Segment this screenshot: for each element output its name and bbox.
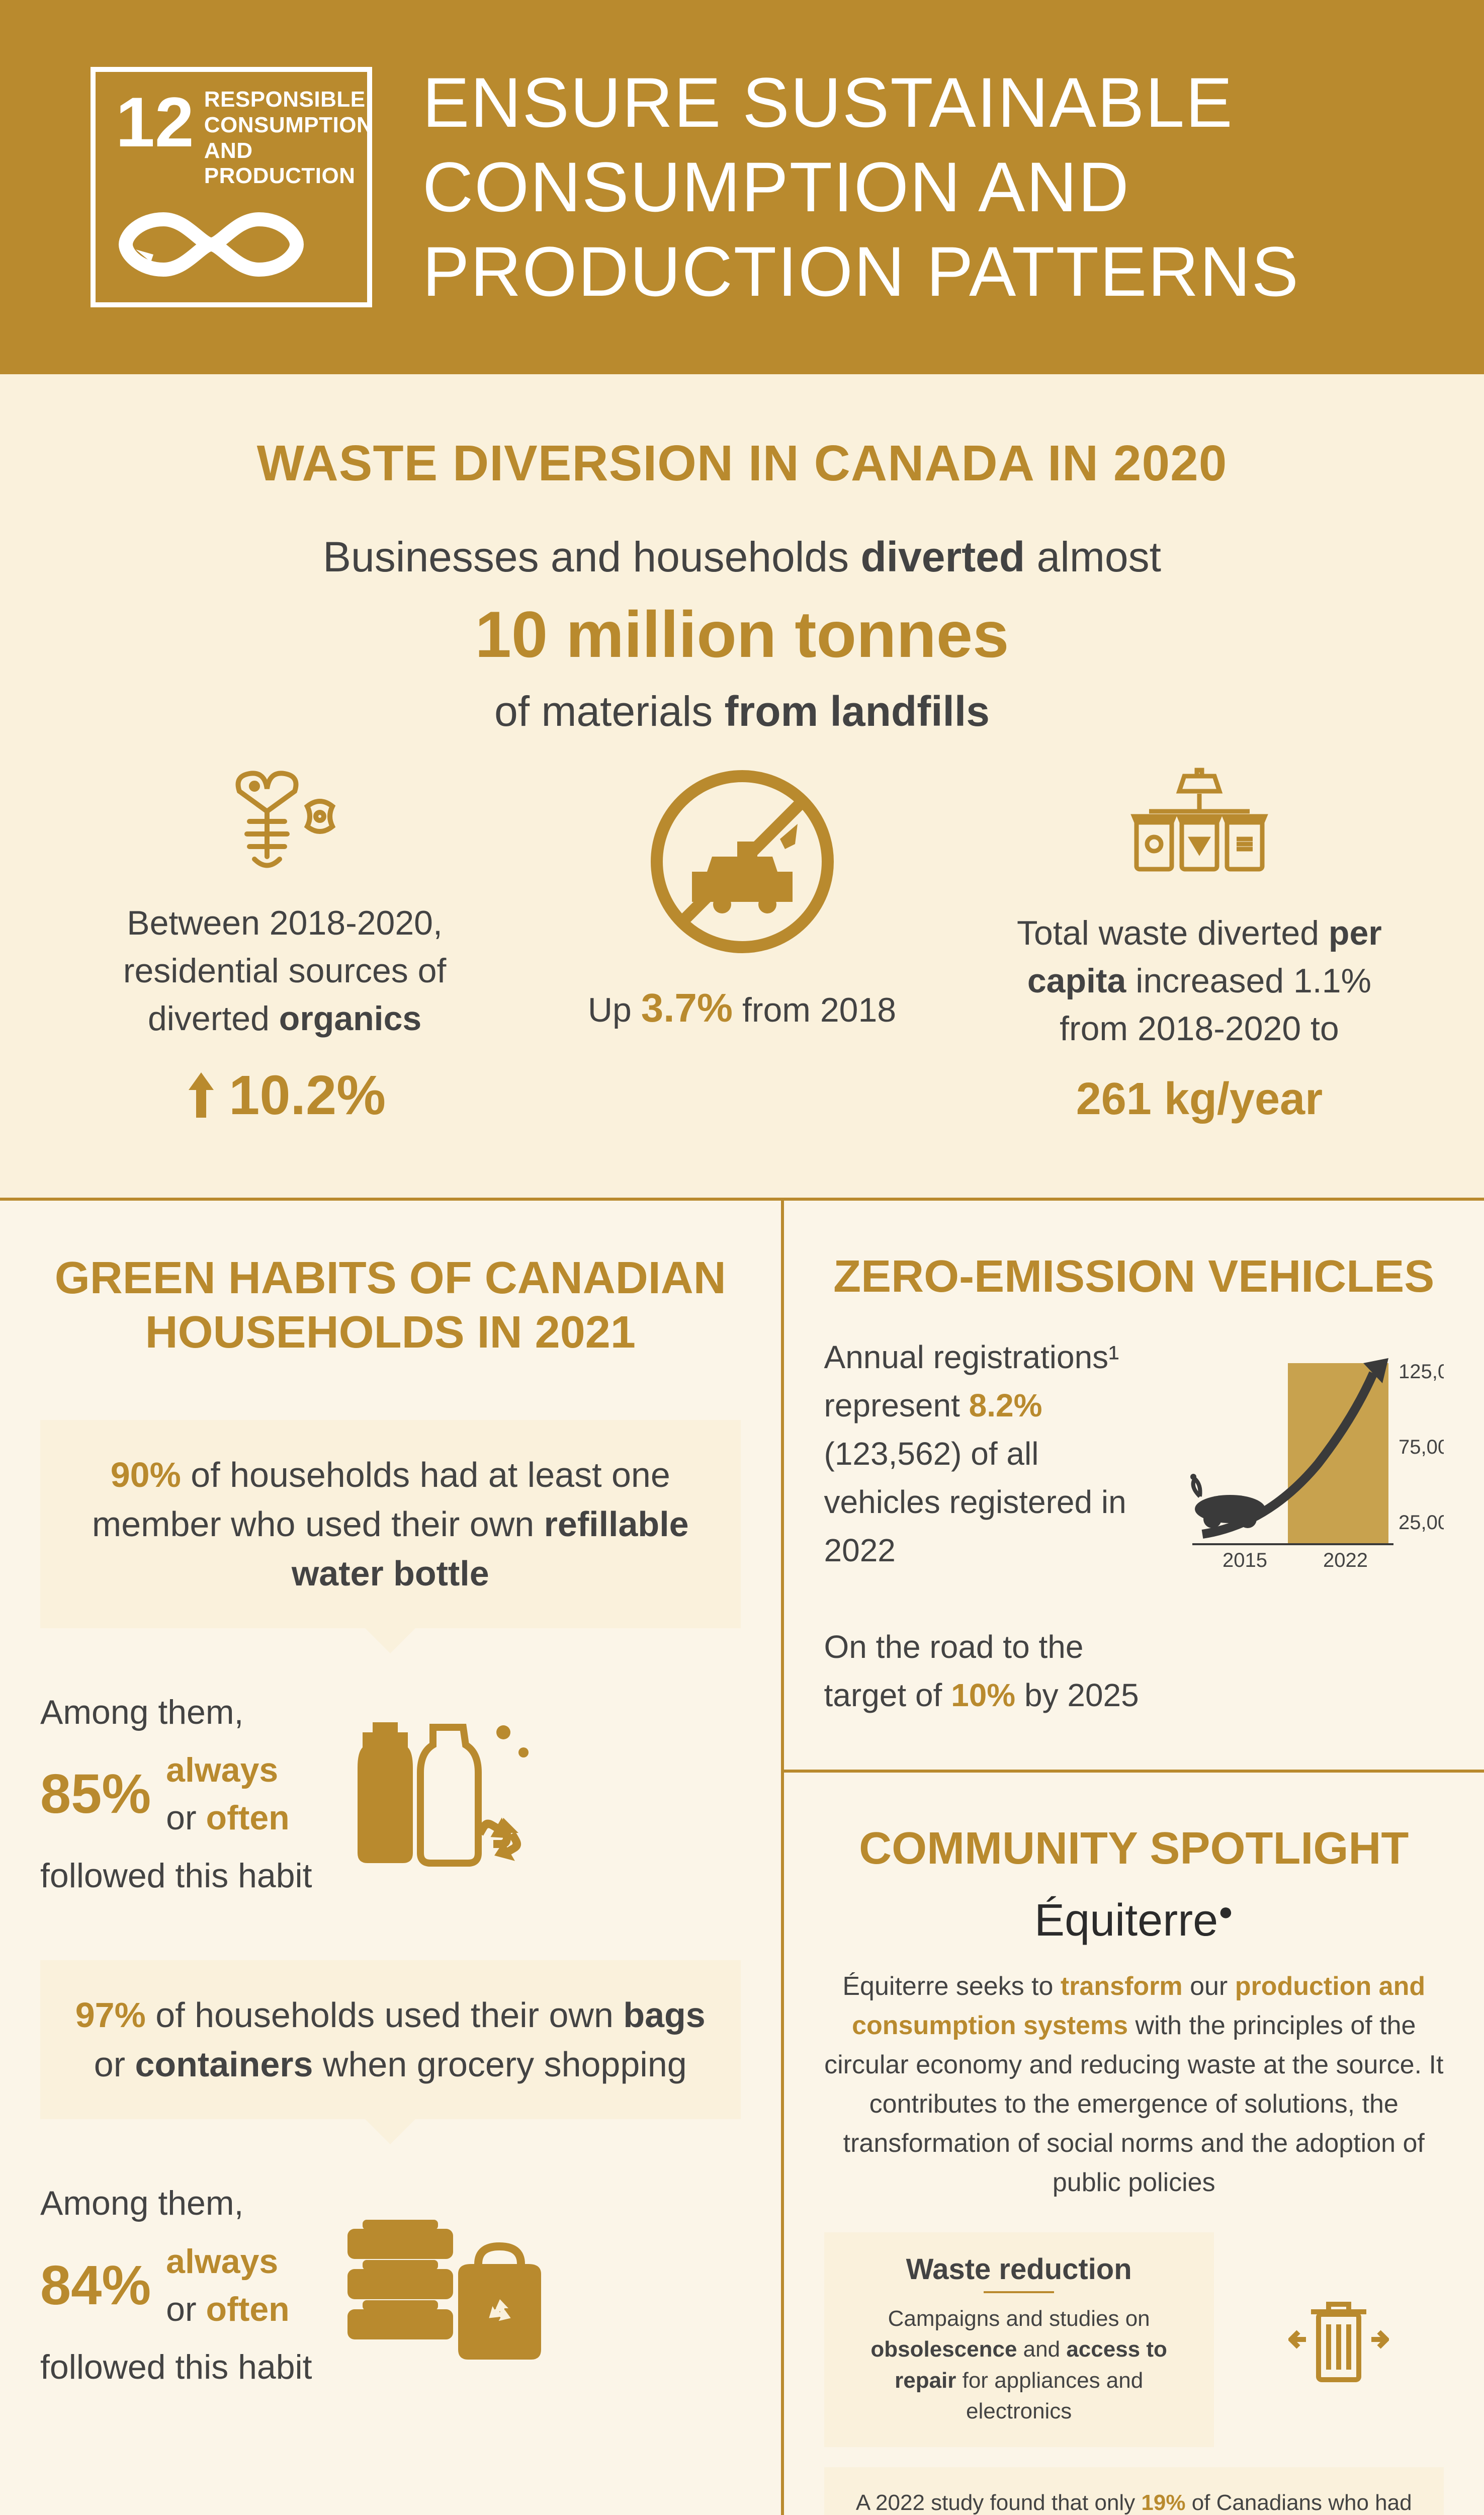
section-title: WASTE DIVERSION IN CANADA IN 2020 — [91, 435, 1393, 492]
waste-reduction-card: Waste reduction Campaigns and studies on… — [824, 2232, 1214, 2447]
svg-text:25,000: 25,000 — [1399, 1512, 1444, 1534]
community-spotlight-section: COMMUNITY SPOTLIGHT Équiterre● Équiterre… — [784, 1773, 1484, 2515]
svg-text:2022: 2022 — [1323, 1549, 1368, 1571]
sdg-number: 12 — [116, 87, 194, 157]
infinity-icon — [116, 204, 347, 287]
section-title: ZERO-EMISSION VEHICLES — [824, 1251, 1444, 1303]
bottles-recycle-icon — [332, 1702, 544, 1886]
section-title: COMMUNITY SPOTLIGHT — [824, 1823, 1444, 1875]
fish-bone-icon — [91, 766, 479, 879]
header: 12 RESPONSIBLE CONSUMPTION AND PRODUCTIO… — [0, 0, 1484, 374]
svg-text:75,000: 75,000 — [1399, 1436, 1444, 1458]
landfill-stat: Up 3.7% from 2018 — [509, 766, 975, 1036]
zev-text: Annual registrations¹ represent 8.2% (12… — [824, 1333, 1148, 1719]
trash-bin-icon — [1234, 2232, 1444, 2447]
svg-text:125,000: 125,000 — [1399, 1361, 1444, 1383]
water-bottle-callout: 90% of households had at least one membe… — [40, 1420, 741, 1628]
svg-text:2015: 2015 — [1223, 1549, 1267, 1571]
page-title: ENSURE SUSTAINABLE CONSUMPTION AND PRODU… — [422, 60, 1393, 314]
arrow-up-icon — [184, 1067, 219, 1123]
zev-section: ZERO-EMISSION VEHICLES Annual registrati… — [784, 1201, 1484, 1773]
bags-callout: 97% of households used their own bags or… — [40, 1960, 741, 2119]
bags-habit: Among them, 84% always or often followed… — [40, 2179, 312, 2391]
sdg-label: RESPONSIBLE CONSUMPTION AND PRODUCTION — [204, 87, 373, 189]
organics-value: 10.2% — [229, 1063, 386, 1127]
water-bottle-habit: Among them, 85% always or often followed… — [40, 1689, 312, 1900]
waste-intro-line1: Businesses and households diverted almos… — [91, 533, 1393, 581]
organics-stat: Between 2018-2020, residential sources o… — [91, 766, 479, 1127]
spotlight-description: Équiterre seeks to transform our product… — [824, 1967, 1444, 2202]
no-landfill-icon — [509, 766, 975, 960]
containers-bag-icon — [332, 2199, 554, 2372]
per-capita-value: 261 kg/year — [1005, 1073, 1393, 1125]
repair-stat-card: A 2022 study found that only 19% of Cana… — [824, 2467, 1444, 2515]
sdg-badge: 12 RESPONSIBLE CONSUMPTION AND PRODUCTIO… — [91, 67, 372, 307]
zev-chart: 2015 2022 125,000 75,000 25,000 — [1167, 1333, 1444, 1719]
green-habits-section: GREEN HABITS OF CANADIAN HOUSEHOLDS IN 2… — [0, 1201, 784, 2515]
page: 12 RESPONSIBLE CONSUMPTION AND PRODUCTIO… — [0, 0, 1484, 2515]
org-name: Équiterre● — [824, 1895, 1444, 1947]
section-title: GREEN HABITS OF CANADIAN HOUSEHOLDS IN 2… — [40, 1251, 741, 1360]
waste-amount: 10 million tonnes — [91, 597, 1393, 672]
per-capita-stat: Total waste diverted per capita increase… — [1005, 766, 1393, 1125]
waste-diversion-section: WASTE DIVERSION IN CANADA IN 2020 Busine… — [0, 374, 1484, 1201]
recycling-bins-icon — [1005, 766, 1393, 889]
waste-intro-line3: of materials from landfills — [91, 687, 1393, 736]
